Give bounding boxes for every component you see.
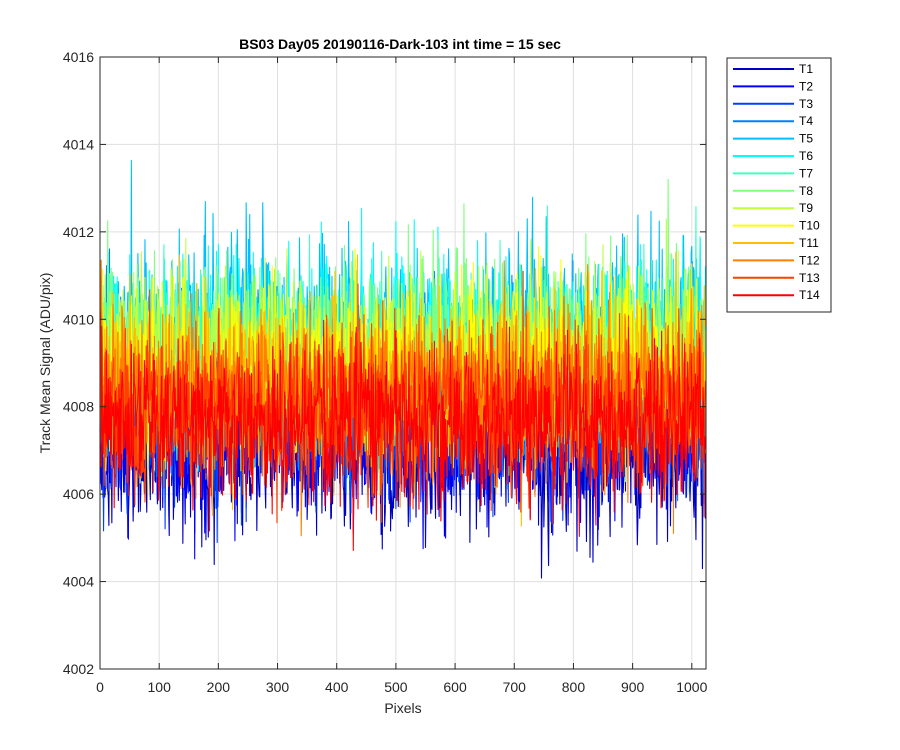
- y-tick-label: 4014: [63, 136, 94, 152]
- series-group: [99, 159, 706, 579]
- x-tick-label: 300: [266, 679, 290, 695]
- chart-title: BS03 Day05 20190116-Dark-103 int time = …: [239, 36, 561, 52]
- legend-label-t13[interactable]: T13: [799, 271, 820, 285]
- y-tick-label: 4006: [63, 486, 94, 502]
- x-tick-label: 100: [148, 679, 172, 695]
- y-tick-label: 4008: [63, 399, 94, 415]
- plot-frame: [99, 56, 707, 670]
- y-axis-label: Track Mean Signal (ADU/pix): [37, 273, 53, 454]
- legend-label-t1[interactable]: T1: [799, 62, 813, 76]
- legend-label-t2[interactable]: T2: [799, 79, 813, 93]
- x-tick-label: 700: [503, 679, 527, 695]
- y-tick-label: 4012: [63, 224, 94, 240]
- y-tick-label: 4016: [63, 49, 94, 65]
- legend-label-t12[interactable]: T12: [799, 253, 820, 267]
- x-tick-label: 200: [207, 679, 231, 695]
- y-tick-label: 4010: [63, 311, 94, 327]
- legend-label-t4[interactable]: T4: [799, 114, 813, 128]
- legend-label-t3[interactable]: T3: [799, 97, 813, 111]
- y-tick-label: 4002: [63, 661, 94, 677]
- legend-label-t14[interactable]: T14: [799, 288, 820, 302]
- legend-label-t6[interactable]: T6: [799, 149, 813, 163]
- x-tick-label: 900: [621, 679, 645, 695]
- series-line-t14: [99, 319, 706, 552]
- x-tick-label: 0: [96, 679, 104, 695]
- x-tick-label: 1000: [676, 679, 707, 695]
- x-axis-label: Pixels: [384, 700, 421, 716]
- x-tick-label: 800: [562, 679, 586, 695]
- legend-box: [726, 57, 832, 313]
- legend-label-t10[interactable]: T10: [799, 219, 820, 233]
- x-tick-label: 400: [325, 679, 349, 695]
- x-tick-label: 600: [443, 679, 467, 695]
- legend-label-t9[interactable]: T9: [799, 201, 813, 215]
- y-tick-label: 4004: [63, 574, 94, 590]
- axis-ticks: 0 100 200 300 400 500 600 700 800 900 1000 4002 4004…: [63, 49, 708, 695]
- x-tick-label: 500: [384, 679, 408, 695]
- legend-label-t5[interactable]: T5: [799, 132, 813, 146]
- legend-label-t8[interactable]: T8: [799, 184, 813, 198]
- legend-label-t11[interactable]: T11: [799, 236, 819, 250]
- legend[interactable]: T1 T2 T3 T4 T5 T6 T7 T8 T9 T10 T11 T12 T13 T14: [726, 57, 832, 313]
- legend-label-t7[interactable]: T7: [799, 166, 813, 180]
